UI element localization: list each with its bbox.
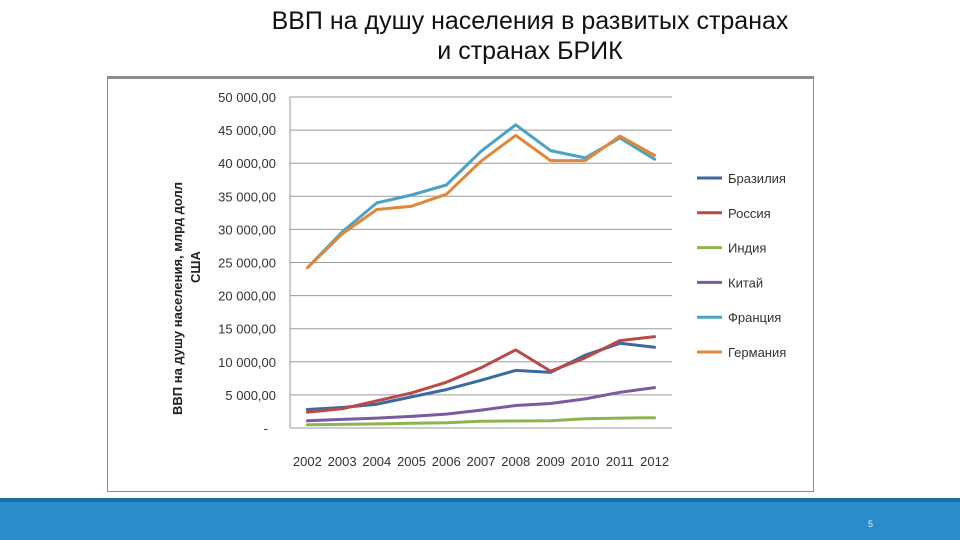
- y-tick-label: 35 000,00: [218, 189, 276, 204]
- slide-title-line1: ВВП на душу населения в развитых странах: [271, 7, 789, 35]
- page-number: 5: [868, 519, 874, 529]
- x-tick-label: 2003: [328, 454, 357, 469]
- y-tick-label: 15 000,00: [218, 322, 276, 337]
- y-tick-label: 30 000,00: [218, 222, 276, 237]
- x-tick-label: 2007: [467, 454, 496, 469]
- x-tick-label: 2008: [501, 454, 530, 469]
- legend-label: Германия: [728, 345, 786, 360]
- x-tick-label: 2009: [536, 454, 565, 469]
- legend-label: Китай: [728, 275, 763, 290]
- slide-title-line2: и странах БРИК: [437, 37, 623, 65]
- series-line: [305, 386, 657, 423]
- y-axis-label-line2: США: [188, 251, 203, 283]
- series-line: [305, 416, 657, 427]
- y-tick-label: 40 000,00: [218, 156, 276, 171]
- legend-label: Бразилия: [728, 171, 786, 186]
- grid-lines: [289, 96, 672, 429]
- y-tick-label: 10 000,00: [218, 355, 276, 370]
- x-tick-label: 2012: [640, 454, 669, 469]
- series-lines: [305, 123, 657, 427]
- x-tick-label: 2010: [571, 454, 600, 469]
- y-tick-labels: - 5 000,00 10 000,00 15 000,00 20 000,00 25 0…: [218, 90, 276, 436]
- x-tick-labels: 2002 2003 2004 2005 2006 2007 2008 2009 2010 2011…: [293, 454, 669, 469]
- y-tick-label: 20 000,00: [218, 289, 276, 304]
- x-tick-label: 2005: [397, 454, 426, 469]
- footer-stripe: [0, 498, 960, 502]
- x-tick-label: 2002: [293, 454, 322, 469]
- y-tick-label: 45 000,00: [218, 123, 276, 138]
- legend-label: Россия: [728, 206, 771, 221]
- legend-label: Индия: [728, 241, 766, 256]
- y-tick-label: 25 000,00: [218, 256, 276, 271]
- series-line: [305, 335, 657, 414]
- y-tick-label: -: [264, 421, 268, 436]
- legend: Бразилия Россия Индия Китай Франция Германия: [697, 171, 786, 360]
- y-tick-label: 50 000,00: [218, 90, 276, 105]
- x-tick-label: 2011: [606, 454, 634, 469]
- slide-title: ВВП на душу населения в развитых странах…: [180, 6, 880, 66]
- x-tick-label: 2004: [362, 454, 391, 469]
- legend-label: Франция: [728, 310, 781, 325]
- series-line: [305, 341, 657, 411]
- series-line: [305, 133, 657, 270]
- x-tick-label: 2006: [432, 454, 461, 469]
- y-axis-label-line1: ВВП на душу населения, млрд долл: [170, 182, 185, 415]
- y-tick-label: 5 000,00: [225, 388, 276, 403]
- footer-band: [0, 498, 960, 540]
